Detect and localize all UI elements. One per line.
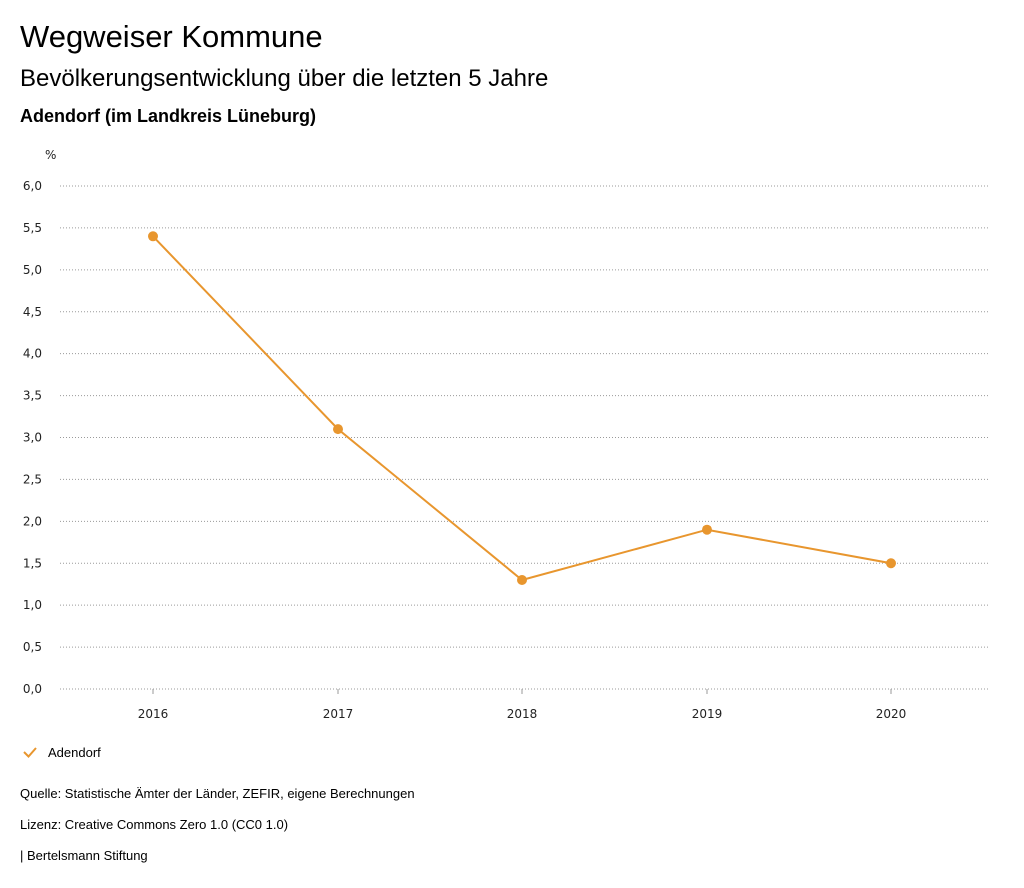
y-tick-label: 6,0	[23, 179, 42, 193]
chart-subtitle: Bevölkerungsentwicklung über die letzten…	[20, 65, 549, 92]
y-tick-label: 4,5	[23, 305, 42, 319]
source-text: Quelle: Statistische Ämter der Länder, Z…	[20, 786, 415, 801]
publisher-text: | Bertelsmann Stiftung	[20, 848, 148, 863]
y-tick-label: 1,5	[23, 556, 42, 570]
x-tick-label: 2017	[323, 707, 354, 721]
y-tick-label: 0,5	[23, 640, 42, 654]
y-tick-label: 0,0	[23, 682, 42, 696]
data-point[interactable]	[886, 558, 896, 569]
legend-label: Adendorf	[48, 744, 101, 760]
y-tick-label: 1,0	[23, 598, 42, 612]
y-tick-label: 2,5	[23, 472, 42, 486]
legend-item-adendorf[interactable]: Adendorf	[22, 744, 101, 760]
y-tick-label: 3,5	[23, 389, 42, 403]
x-tick-label: 2019	[692, 707, 723, 721]
x-tick-label: 2016	[138, 707, 169, 721]
y-tick-label: 4,0	[23, 347, 42, 361]
license-text: Lizenz: Creative Commons Zero 1.0 (CC0 1…	[20, 817, 289, 832]
page-title: Wegweiser Kommune	[20, 19, 323, 54]
line-chart: 0,00,51,01,52,02,53,03,54,04,55,05,56,0 …	[23, 148, 990, 721]
x-tick-label: 2018	[507, 707, 538, 721]
x-axis-ticks: 2016 2017 2018 2019 2020	[138, 689, 907, 721]
y-axis-ticks: 0,0 0,5 1,0 1,5 2,0 2,5 3,0 3,5 4,0 4,5 5,0 5,5 6,0	[23, 179, 42, 696]
y-tick-label: 3,0	[23, 431, 42, 445]
x-tick-label: 2020	[876, 707, 907, 721]
checkmark-icon	[23, 747, 37, 758]
region-title: Adendorf (im Landkreis Lüneburg)	[20, 106, 317, 126]
data-point[interactable]	[333, 424, 343, 435]
series-layer	[148, 231, 896, 586]
data-point[interactable]	[702, 524, 712, 535]
data-point[interactable]	[517, 575, 527, 586]
y-tick-label: 2,0	[23, 514, 42, 528]
data-point[interactable]	[148, 231, 158, 242]
grid-lines	[60, 185, 990, 690]
y-axis-label: %	[45, 148, 56, 162]
series-line-adendorf	[152, 235, 892, 582]
y-tick-label: 5,0	[23, 263, 42, 277]
y-tick-label: 5,5	[23, 221, 42, 235]
